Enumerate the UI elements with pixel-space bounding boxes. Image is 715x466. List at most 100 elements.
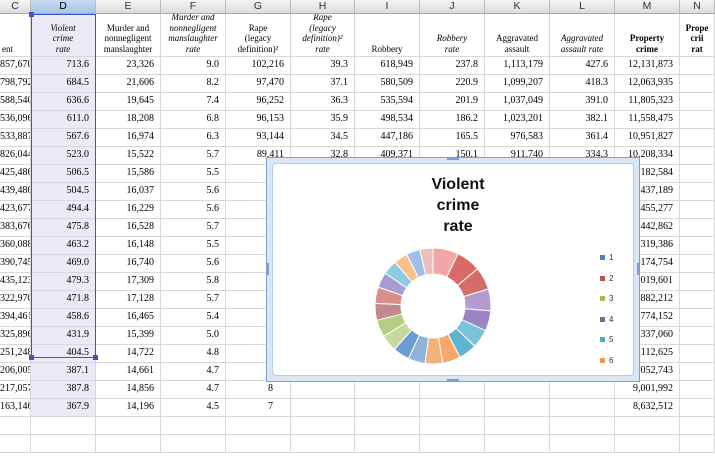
cell-i-4[interactable]: 498,534 <box>355 111 420 129</box>
header-cell-k[interactable]: Aggravated assault <box>485 14 550 57</box>
cell-n-10[interactable] <box>680 219 715 237</box>
cell-f-7[interactable]: 5.5 <box>161 165 226 183</box>
cell-e-12[interactable]: 16,740 <box>96 255 161 273</box>
cell-g-1[interactable]: 102,216 <box>226 57 291 75</box>
cell-d-19[interactable]: 387.8 <box>31 381 96 399</box>
cell-e-16[interactable]: 15,399 <box>96 327 161 345</box>
cell-h-2[interactable]: 37.1 <box>291 75 355 93</box>
cell-i-21[interactable] <box>355 417 420 435</box>
cell-i-19[interactable] <box>355 381 420 399</box>
cell-n-21[interactable] <box>680 417 715 435</box>
cell-j-20[interactable] <box>420 399 485 417</box>
cell-i-1[interactable]: 618,949 <box>355 57 420 75</box>
cell-f-10[interactable]: 5.7 <box>161 219 226 237</box>
cell-e-2[interactable]: 21,606 <box>96 75 161 93</box>
cell-c-1[interactable]: 857,670 <box>0 57 31 75</box>
cell-m-6[interactable]: 10,208,334 <box>615 147 680 165</box>
cell-g-2[interactable]: 97,470 <box>226 75 291 93</box>
cell-d-1[interactable]: 713.6 <box>31 57 96 75</box>
cell-c-10[interactable]: 383,676 <box>0 219 31 237</box>
cell-f-1[interactable]: 9.0 <box>161 57 226 75</box>
column-header-j[interactable]: J <box>420 0 485 14</box>
cell-n-14[interactable] <box>680 291 715 309</box>
cell-m-4[interactable]: 11,558,475 <box>615 111 680 129</box>
cell-c-9[interactable]: 423,677 <box>0 201 31 219</box>
cell-d-10[interactable]: 475.8 <box>31 219 96 237</box>
cell-c-15[interactable]: 394,461 <box>0 309 31 327</box>
cell-d-6[interactable]: 523.0 <box>31 147 96 165</box>
cell-d-18[interactable]: 387.1 <box>31 363 96 381</box>
donut-slice-20[interactable] <box>419 247 434 276</box>
resize-handle-left[interactable] <box>266 263 269 275</box>
cell-m-5[interactable]: 10,951,827 <box>615 129 680 147</box>
cell-e-1[interactable]: 23,326 <box>96 57 161 75</box>
header-cell-j[interactable]: Robbery rate <box>420 14 485 57</box>
cell-k-5[interactable]: 976,583 <box>485 129 550 147</box>
cell-i-2[interactable]: 580,509 <box>355 75 420 93</box>
cell-c-21[interactable] <box>0 417 31 435</box>
resize-handle-top[interactable] <box>447 157 459 160</box>
cell-k-4[interactable]: 1,023,201 <box>485 111 550 129</box>
cell-d-7[interactable]: 506.5 <box>31 165 96 183</box>
cell-c-4[interactable]: 536,096 <box>0 111 31 129</box>
cell-h-4[interactable]: 35.9 <box>291 111 355 129</box>
cell-j-4[interactable]: 186.2 <box>420 111 485 129</box>
cell-k-1[interactable]: 1,113,179 <box>485 57 550 75</box>
cell-e-22[interactable] <box>96 435 161 453</box>
cell-g-5[interactable]: 93,144 <box>226 129 291 147</box>
cell-c-14[interactable]: 322,970 <box>0 291 31 309</box>
cell-k-2[interactable]: 1,099,207 <box>485 75 550 93</box>
cell-j-21[interactable] <box>420 417 485 435</box>
cell-e-15[interactable]: 16,465 <box>96 309 161 327</box>
cell-l-2[interactable]: 418.3 <box>550 75 615 93</box>
cell-c-16[interactable]: 325,896 <box>0 327 31 345</box>
legend-item-3[interactable]: 3 <box>600 295 613 303</box>
cell-m-1[interactable]: 12,131,873 <box>615 57 680 75</box>
cell-m-16[interactable]: 9,337,060 <box>615 327 680 345</box>
cell-n-18[interactable] <box>680 363 715 381</box>
cell-d-17[interactable]: 404.5 <box>31 345 96 363</box>
column-header-m[interactable]: M <box>615 0 680 14</box>
legend-item-2[interactable]: 2 <box>600 274 613 283</box>
cell-k-19[interactable] <box>485 381 550 399</box>
header-cell-h[interactable]: Rape (legacy definition)² rate <box>291 14 355 57</box>
cell-d-14[interactable]: 471.8 <box>31 291 96 309</box>
cell-e-17[interactable]: 14,722 <box>96 345 161 363</box>
cell-l-21[interactable] <box>550 417 615 435</box>
column-header-f[interactable]: F <box>161 0 226 14</box>
cell-f-18[interactable]: 4.7 <box>161 363 226 381</box>
cell-d-2[interactable]: 684.5 <box>31 75 96 93</box>
cell-d-11[interactable]: 463.2 <box>31 237 96 255</box>
column-header-e[interactable]: E <box>96 0 161 14</box>
cell-n-13[interactable] <box>680 273 715 291</box>
cell-d-16[interactable]: 431.9 <box>31 327 96 345</box>
cell-c-11[interactable]: 360,088 <box>0 237 31 255</box>
cell-n-20[interactable] <box>680 399 715 417</box>
cell-f-16[interactable]: 5.0 <box>161 327 226 345</box>
cell-d-9[interactable]: 494.4 <box>31 201 96 219</box>
header-cell-c[interactable]: ent <box>0 14 31 57</box>
cell-e-3[interactable]: 19,645 <box>96 93 161 111</box>
header-cell-d[interactable]: Violent crime rate <box>31 14 96 57</box>
header-cell-i[interactable]: Robbery <box>355 14 420 57</box>
cell-n-3[interactable] <box>680 93 715 111</box>
cell-h-21[interactable] <box>291 417 355 435</box>
cell-e-4[interactable]: 18,208 <box>96 111 161 129</box>
chart-title[interactable]: Violent crime rate <box>398 174 518 237</box>
cell-e-19[interactable]: 14,856 <box>96 381 161 399</box>
cell-j-3[interactable]: 201.9 <box>420 93 485 111</box>
cell-m-15[interactable]: 9,774,152 <box>615 309 680 327</box>
cell-h-5[interactable]: 34.5 <box>291 129 355 147</box>
cell-d-3[interactable]: 636.6 <box>31 93 96 111</box>
cell-l-22[interactable] <box>550 435 615 453</box>
cell-f-2[interactable]: 8.2 <box>161 75 226 93</box>
cell-d-21[interactable] <box>31 417 96 435</box>
resize-handle-bottom[interactable] <box>447 379 459 382</box>
cell-h-22[interactable] <box>291 435 355 453</box>
cell-e-20[interactable]: 14,196 <box>96 399 161 417</box>
cell-m-2[interactable]: 12,063,935 <box>615 75 680 93</box>
cell-n-2[interactable] <box>680 75 715 93</box>
donut-chart[interactable] <box>373 246 493 366</box>
cell-l-3[interactable]: 391.0 <box>550 93 615 111</box>
cell-m-19[interactable]: 9,001,992 <box>615 381 680 399</box>
